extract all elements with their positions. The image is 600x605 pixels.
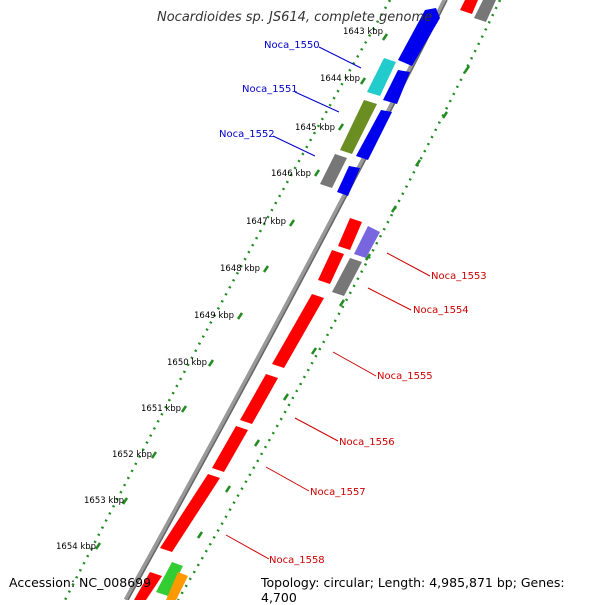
gene-arrow-reverse[interactable] — [318, 250, 344, 284]
outer-dotted-track — [63, 0, 392, 600]
gene-arrow-reverse[interactable] — [160, 474, 220, 552]
ruler-label: 1649 kbp — [194, 311, 234, 321]
gene-box-green[interactable] — [156, 562, 183, 596]
gene-box-purple[interactable] — [354, 226, 380, 258]
ruler-label: 1647 kbp — [246, 217, 286, 227]
gene-arrow-forward[interactable] — [356, 110, 392, 160]
ruler-label: 1650 kbp — [167, 358, 207, 368]
ruler-label: 1646 kbp — [271, 169, 311, 179]
gene-box-gray[interactable] — [320, 154, 347, 188]
gene-arrow-reverse[interactable] — [338, 218, 362, 250]
ruler-label: 1645 kbp — [295, 123, 335, 133]
accession-text: Accession: NC_008699 — [9, 575, 152, 590]
ruler-label: 1644 kbp — [320, 74, 360, 84]
genome-title: Nocardioides sp. JS614, complete genome — [157, 10, 433, 25]
gene-arrow-reverse[interactable] — [272, 294, 324, 368]
gene-label-noca-1550[interactable]: Noca_1550 — [264, 40, 320, 51]
gene-label-noca-1552[interactable]: Noca_1552 — [219, 129, 275, 140]
gene-label-noca-1558[interactable]: Noca_1558 — [269, 555, 325, 566]
gene-arrow-reverse[interactable] — [212, 426, 248, 472]
ruler-label: 1654 kbp — [56, 542, 96, 552]
ruler-labels: 1643 kbp 1644 kbp 1645 kbp 1646 kbp 1647… — [56, 27, 383, 552]
gene-labels: Noca_1550 Noca_1551 Noca_1552 Noca_1553 … — [219, 40, 487, 566]
gene-arrow-forward[interactable] — [337, 166, 360, 196]
ruler-label: 1648 kbp — [220, 264, 260, 274]
ruler-label: 1653 kbp — [84, 496, 124, 506]
gene-label-noca-1553[interactable]: Noca_1553 — [431, 271, 487, 282]
gene-box-gray-top[interactable] — [474, 0, 496, 22]
genome-summary-text: Topology: circular; Length: 4,985,871 bp… — [261, 575, 565, 605]
ruler-label: 1651 kbp — [141, 404, 181, 414]
leader-lines — [225, 46, 431, 560]
reverse-genes — [134, 218, 380, 600]
gene-box-gray[interactable] — [332, 258, 362, 296]
forward-genes — [320, 0, 496, 196]
gene-label-noca-1556[interactable]: Noca_1556 — [339, 437, 395, 448]
inner-dotted-track — [176, 0, 502, 600]
gene-box-orange[interactable] — [166, 572, 188, 600]
gene-label-noca-1557[interactable]: Noca_1557 — [310, 487, 366, 498]
ruler-ticks — [94, 33, 471, 550]
gene-box-olive[interactable] — [340, 100, 377, 154]
ruler-label: 1643 kbp — [343, 27, 383, 37]
gene-box-cyan[interactable] — [367, 58, 396, 96]
gene-arrow-red-top[interactable] — [460, 0, 478, 14]
gene-label-noca-1551[interactable]: Noca_1551 — [242, 84, 298, 95]
gene-arrow-reverse[interactable] — [134, 572, 162, 600]
gene-arrow-forward[interactable] — [383, 70, 410, 104]
ruler-label: 1652 kbp — [112, 450, 152, 460]
gene-label-noca-1554[interactable]: Noca_1554 — [413, 305, 469, 316]
gene-arrow-reverse[interactable] — [240, 374, 278, 424]
gene-arrow-forward[interactable] — [398, 8, 440, 66]
gene-label-noca-1555[interactable]: Noca_1555 — [377, 371, 433, 382]
